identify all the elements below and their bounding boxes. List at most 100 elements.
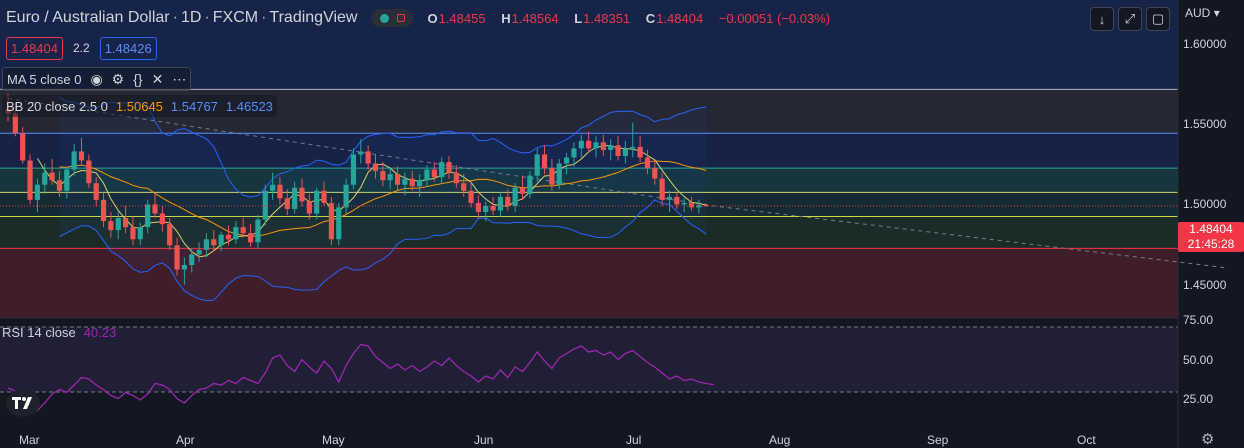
trade-buttons: 1.48404 2.2 1.48426 xyxy=(6,36,157,60)
more-icon[interactable]: ⋯ xyxy=(172,70,187,87)
candle-body xyxy=(637,146,643,158)
bb-upper-line xyxy=(59,96,707,198)
candle-body xyxy=(490,205,496,211)
candle-body xyxy=(681,202,687,205)
maximize-icon[interactable]: ▢ xyxy=(1146,7,1170,31)
candle-body xyxy=(586,140,592,149)
gear-icon[interactable]: ⚙ xyxy=(111,70,125,87)
ma-indicator-legend[interactable]: MA 5 close 0 ◉ ⚙ {} ✕ ⋯ xyxy=(2,67,192,91)
bb-upper-value: 1.54767 xyxy=(170,98,218,114)
candle-body xyxy=(431,169,437,178)
price-zone xyxy=(0,248,1178,318)
ohlc-change: −0.00051 (−0.03%) xyxy=(718,10,831,26)
arrow-down-icon[interactable]: ↓ xyxy=(1090,7,1114,31)
close-icon[interactable]: ✕ xyxy=(151,70,164,87)
bb-lower-value: 1.46523 xyxy=(225,98,273,114)
ohlc-high: H1.48564 xyxy=(501,10,559,26)
chevron-down-icon: ▾ xyxy=(1213,6,1220,20)
candle-body xyxy=(108,221,114,231)
candle-body xyxy=(696,205,702,208)
candle-body xyxy=(439,162,445,178)
candle-body xyxy=(262,190,268,220)
candle-body xyxy=(541,154,548,169)
candle-body xyxy=(277,184,283,199)
rsi-value: 40.23 xyxy=(83,325,117,340)
candle-body xyxy=(328,202,334,240)
candle-body xyxy=(71,151,77,170)
candle-body xyxy=(674,196,680,205)
bb-label: BB 20 close 2.5 0 xyxy=(6,98,108,114)
candle-body xyxy=(688,202,695,208)
price-axis-label: 1.50000 xyxy=(1183,197,1227,211)
symbol-legend: Euro / Australian Dollar · 1D · FXCM · T… xyxy=(6,6,836,30)
buy-button[interactable]: 1.48426 xyxy=(99,36,157,60)
candle-body xyxy=(600,142,606,150)
candle-body xyxy=(666,196,673,200)
candle-body xyxy=(123,218,129,228)
rsi-axis-label: 50.00 xyxy=(1183,353,1214,367)
candle-body xyxy=(78,151,85,161)
eye-icon[interactable]: ◉ xyxy=(90,70,103,87)
candle-body xyxy=(622,148,628,156)
candle-body xyxy=(417,180,423,187)
rsi-indicator-legend[interactable]: RSI 14 close 40.23 xyxy=(2,325,116,340)
candle-body xyxy=(189,254,195,265)
candle-body xyxy=(380,171,386,181)
sell-button[interactable]: 1.48404 xyxy=(6,36,63,60)
candle-body xyxy=(159,213,165,225)
rsi-line xyxy=(7,343,714,412)
time-axis-label: Mar xyxy=(19,433,40,447)
ohlc-values: O1.48455 H1.48564 L1.48351 C1.48404 −0.0… xyxy=(427,11,836,26)
candle-body xyxy=(475,202,481,212)
candle-body xyxy=(630,146,636,149)
bb-lower-line xyxy=(59,199,707,302)
candle-body xyxy=(64,169,70,191)
trend-line xyxy=(7,97,1229,269)
time-axis-label: Jul xyxy=(626,433,642,447)
candle-body xyxy=(549,168,555,185)
candle-body xyxy=(608,145,614,150)
candle-body xyxy=(453,172,459,184)
candle-body xyxy=(225,234,232,240)
rsi-axis-label: 75.00 xyxy=(1183,313,1214,327)
candle-body xyxy=(652,168,658,179)
market-status-toggle[interactable] xyxy=(371,9,414,27)
braces-icon[interactable]: {} xyxy=(133,71,143,87)
symbol-name[interactable]: Euro / Australian Dollar xyxy=(6,9,170,26)
price-axis-label: 1.60000 xyxy=(1183,37,1227,51)
fullscreen-icon[interactable]: ⤢ xyxy=(1118,7,1142,31)
candle-body xyxy=(387,174,393,181)
time-axis-label: Oct xyxy=(1077,433,1096,447)
candle-body xyxy=(292,187,298,209)
interval: 1D xyxy=(180,9,202,26)
legend-separator: · xyxy=(261,9,267,26)
currency-selector[interactable]: AUD ▾ xyxy=(1185,6,1220,20)
bb-basis-line xyxy=(59,160,707,237)
candle-body xyxy=(174,245,180,270)
candle-body xyxy=(299,187,305,202)
rsi-label: RSI 14 close xyxy=(2,325,76,340)
exchange: FXCM xyxy=(212,9,259,26)
candle-body xyxy=(424,169,430,181)
chart-settings-gear-icon[interactable]: ⚙ xyxy=(1201,431,1215,448)
candle-body xyxy=(336,207,342,240)
candle-body xyxy=(644,157,651,169)
candle-body xyxy=(365,151,371,164)
candle-body xyxy=(409,178,415,187)
tradingview-logo[interactable] xyxy=(6,389,40,417)
trend-line-path xyxy=(7,97,1229,269)
rsi-band xyxy=(0,327,1178,392)
candle-body xyxy=(505,196,511,206)
legend-separator: · xyxy=(172,9,178,26)
candle-body xyxy=(42,172,48,185)
price-zone xyxy=(0,192,1178,217)
candle-body xyxy=(233,227,239,240)
current-price: 1.48404 xyxy=(1189,222,1233,236)
time-axis-label: Apr xyxy=(176,433,195,447)
ohlc-close: C1.48404 xyxy=(645,10,704,26)
candle-body xyxy=(12,113,18,134)
price-axis-label: 1.45000 xyxy=(1183,278,1227,292)
bb-indicator-legend[interactable]: BB 20 close 2.5 0 1.50645 1.54767 1.4652… xyxy=(2,95,277,117)
candle-body xyxy=(93,183,99,200)
